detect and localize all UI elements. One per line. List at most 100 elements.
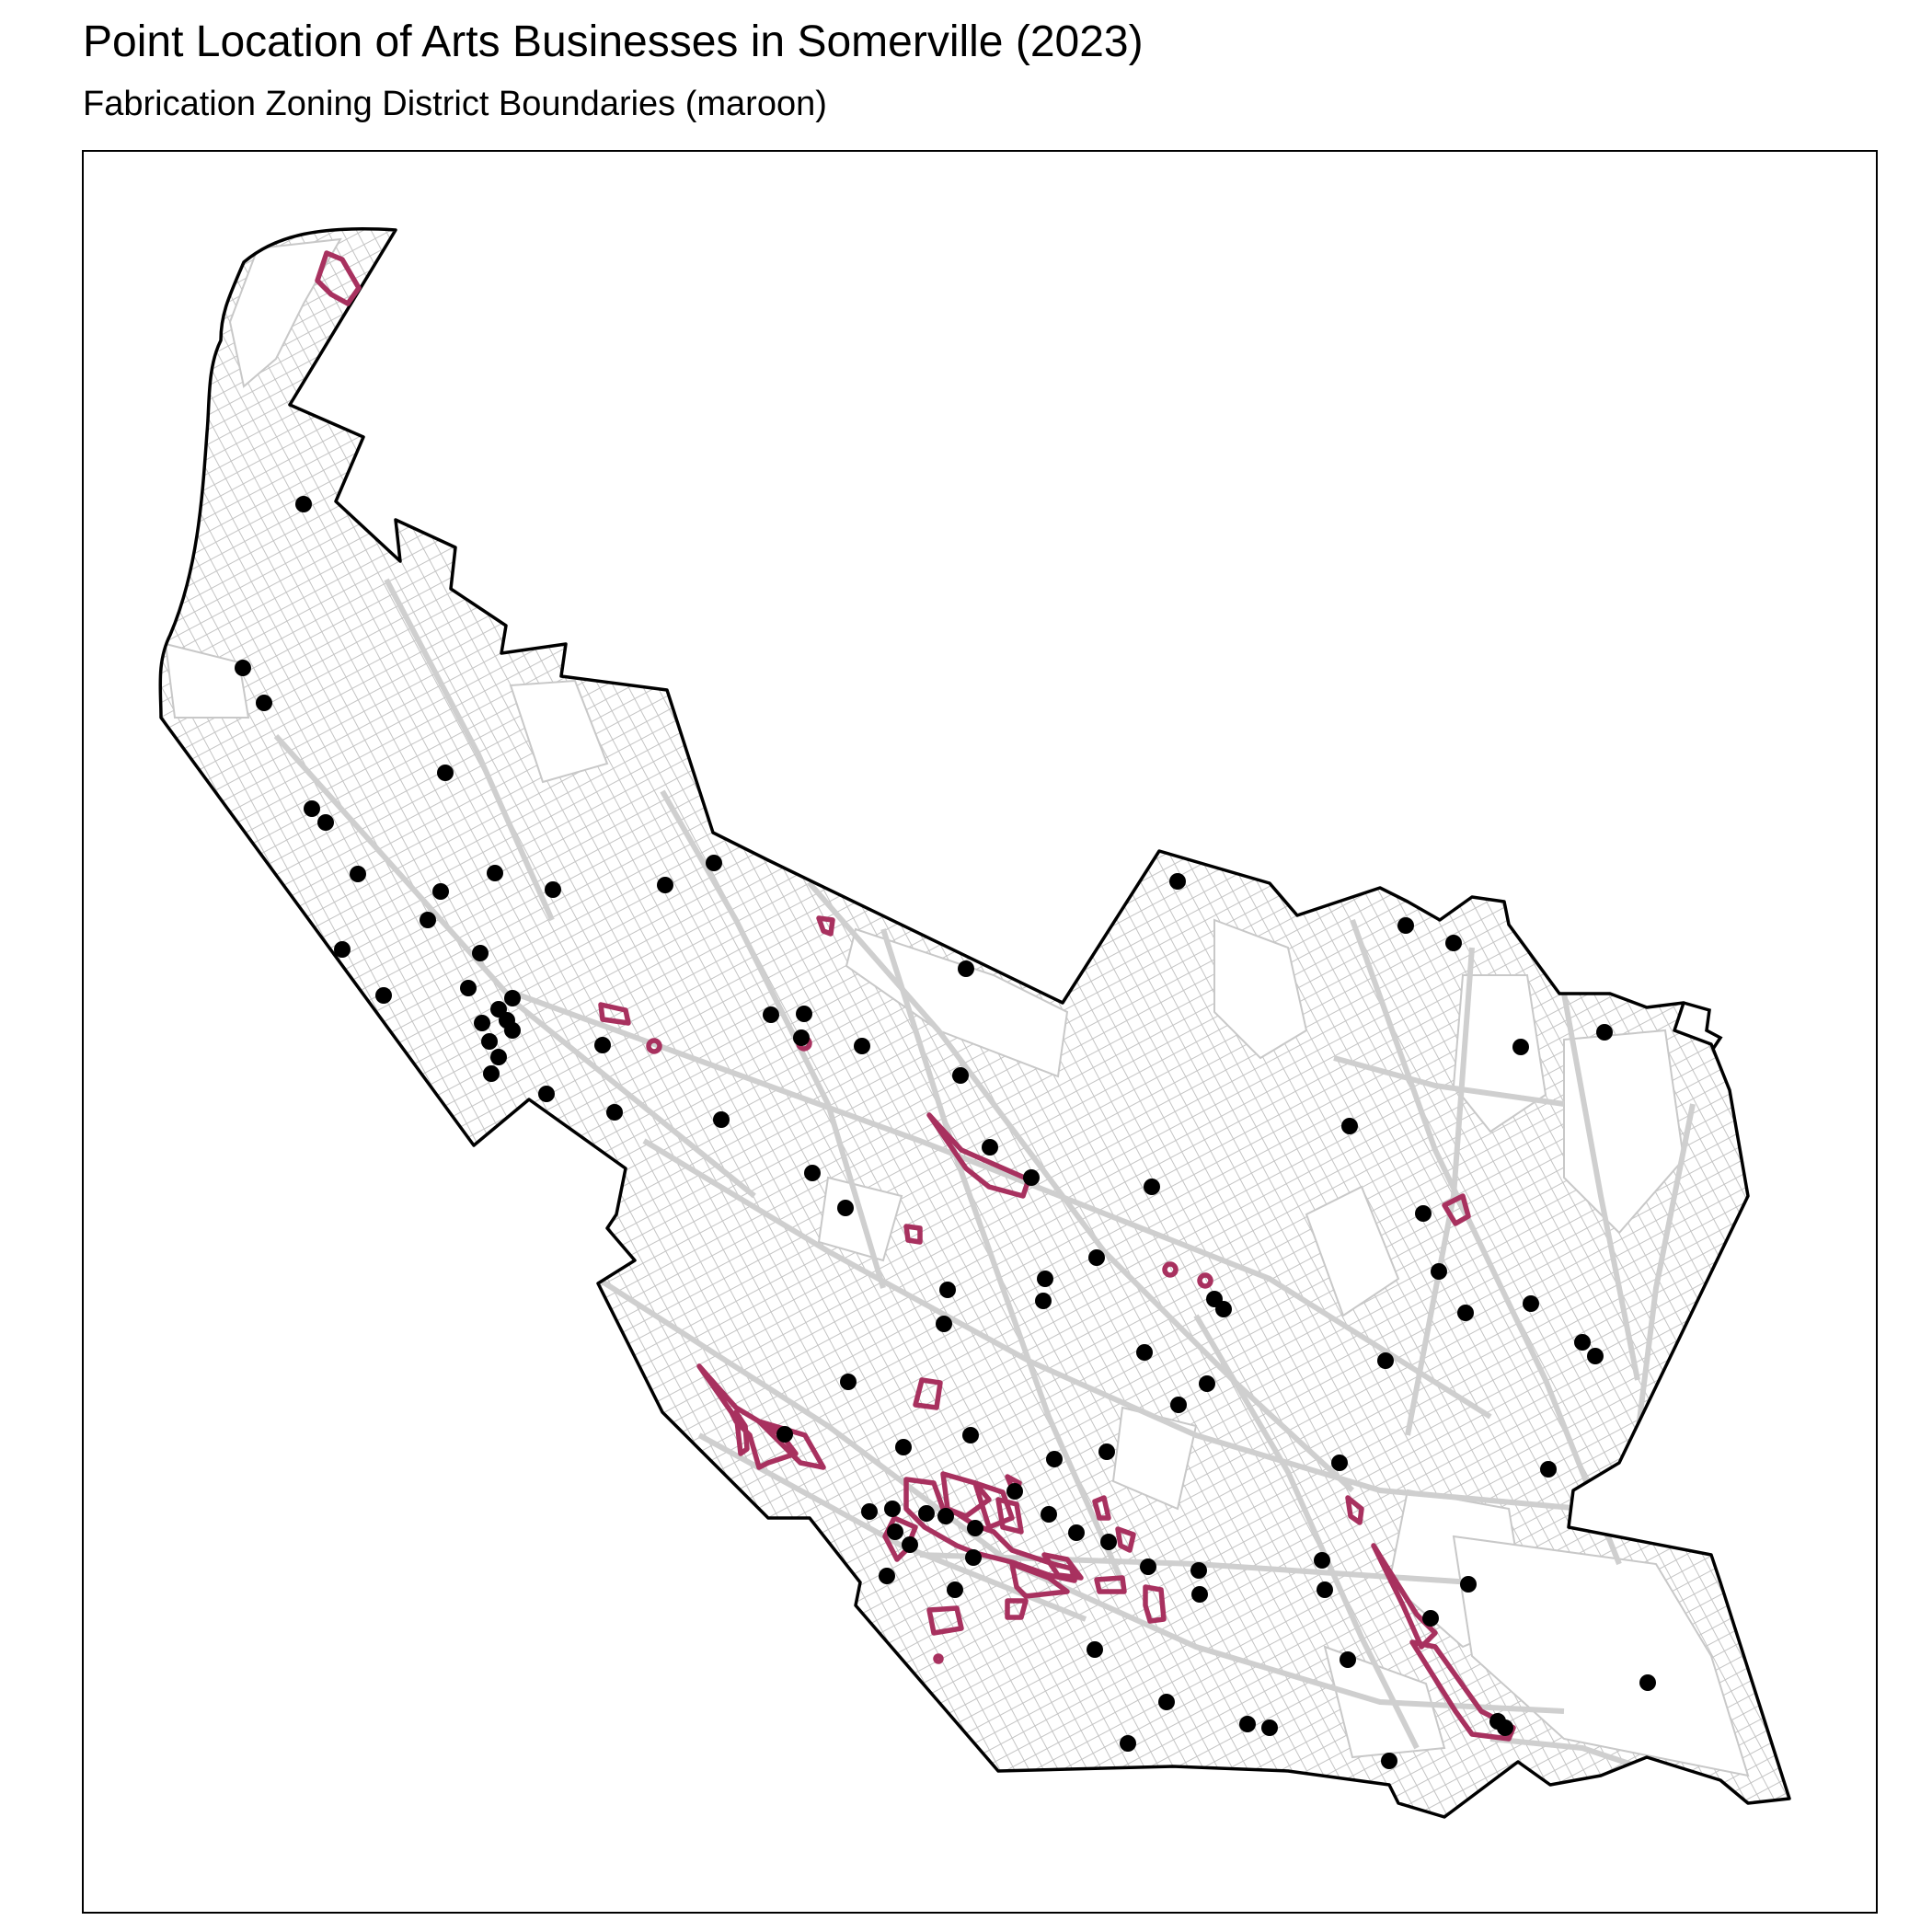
zone-polygon [972, 1480, 1015, 1530]
zone-polygon [1143, 1584, 1167, 1624]
business-point [1100, 1534, 1117, 1550]
zone-polygon [1162, 1261, 1179, 1278]
business-point [1574, 1334, 1591, 1351]
business-point [235, 660, 251, 676]
map-subtitle: Fabrication Zoning District Boundaries (… [83, 85, 827, 123]
business-point [962, 1427, 979, 1443]
business-point [1422, 1610, 1439, 1627]
business-point [1170, 1397, 1187, 1413]
business-point [594, 1037, 611, 1053]
business-point [1497, 1719, 1513, 1736]
business-point [793, 1029, 810, 1046]
business-point [879, 1568, 895, 1584]
zone-polygon [1371, 1543, 1438, 1650]
zone-polygon [315, 250, 362, 306]
business-point [1190, 1562, 1207, 1579]
business-point [854, 1038, 870, 1054]
business-point [1023, 1169, 1040, 1186]
business-point [1140, 1558, 1156, 1575]
zone-polygon [913, 1377, 943, 1410]
business-point [918, 1505, 935, 1522]
business-point [504, 1022, 521, 1039]
business-point [713, 1111, 730, 1128]
business-point [939, 1282, 956, 1298]
business-point [317, 814, 334, 831]
business-point [472, 945, 489, 961]
business-point [256, 695, 272, 711]
business-point [1087, 1641, 1103, 1658]
business-point [487, 865, 503, 881]
zone-polygon [1092, 1495, 1111, 1521]
business-point [861, 1503, 878, 1520]
zone-polygon [598, 1002, 631, 1026]
business-point [1457, 1305, 1474, 1321]
business-point [1639, 1674, 1656, 1691]
business-point [796, 1006, 812, 1022]
business-point [1136, 1344, 1153, 1361]
business-points [235, 496, 1656, 1769]
business-point [1341, 1118, 1358, 1134]
zone-polygon [882, 1515, 918, 1562]
business-point [432, 883, 449, 900]
zone-polygon [933, 1653, 944, 1664]
zone-polygon [1345, 1495, 1364, 1525]
business-point [1158, 1694, 1175, 1710]
zone-polygon [995, 1497, 1024, 1535]
business-point [1215, 1301, 1232, 1317]
business-point [1037, 1271, 1053, 1287]
business-point [804, 1165, 821, 1181]
business-point [1006, 1483, 1023, 1500]
plot-frame [82, 150, 1878, 1914]
business-point [1331, 1455, 1348, 1471]
zone-polygon [926, 1605, 964, 1636]
business-point [334, 941, 351, 958]
zone-polygon [646, 1038, 662, 1054]
business-point [1431, 1263, 1447, 1280]
zone-polygon [1009, 1561, 1070, 1599]
business-point [1340, 1651, 1356, 1668]
business-point [1587, 1348, 1604, 1364]
business-point [1035, 1293, 1052, 1309]
business-point [1261, 1719, 1278, 1736]
business-point [504, 990, 521, 1006]
zone-polygon [940, 1471, 992, 1519]
business-point [982, 1139, 998, 1156]
zone-polygon [816, 915, 835, 937]
business-point [840, 1374, 857, 1390]
business-point [1169, 873, 1186, 890]
business-point [1314, 1552, 1330, 1569]
business-point [958, 960, 974, 977]
map-title: Point Location of Arts Businesses in Som… [83, 17, 1144, 66]
business-point [965, 1549, 982, 1566]
business-point [420, 912, 436, 928]
business-point [1397, 917, 1414, 934]
business-point [1460, 1576, 1477, 1593]
business-point [1041, 1506, 1057, 1523]
business-point [837, 1200, 854, 1216]
business-point [763, 1006, 779, 1023]
boundary-notch [1683, 1001, 1723, 1050]
zone-polygon [1197, 1272, 1213, 1289]
zone-polygon [1041, 1552, 1084, 1581]
business-point [706, 855, 722, 871]
business-point [952, 1067, 969, 1084]
business-point [947, 1581, 963, 1598]
business-point [967, 1520, 983, 1536]
business-point [304, 800, 320, 817]
business-point [1239, 1716, 1256, 1732]
business-point [1191, 1586, 1208, 1603]
zone-polygon [903, 1224, 923, 1245]
business-point [1046, 1451, 1063, 1467]
business-point [1445, 935, 1462, 951]
business-point [1381, 1753, 1397, 1769]
business-point [1199, 1375, 1215, 1392]
business-point [1540, 1461, 1557, 1478]
business-point [437, 765, 454, 781]
business-point [1317, 1581, 1333, 1598]
business-point [538, 1086, 555, 1102]
business-point [460, 980, 477, 996]
city-boundary [158, 227, 1791, 1819]
business-point [776, 1426, 793, 1443]
business-point [481, 1033, 498, 1050]
